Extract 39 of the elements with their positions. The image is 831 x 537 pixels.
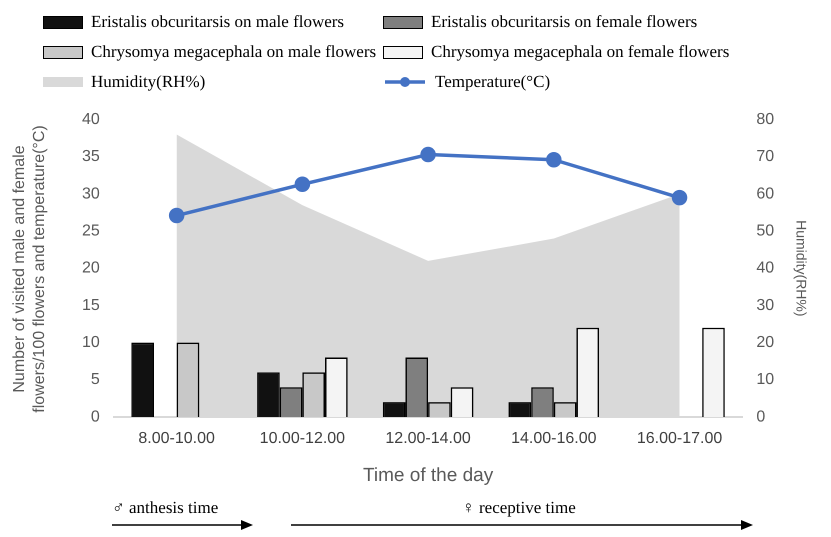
- point: [672, 190, 688, 206]
- y-axis-title: Number of visited male and female flowers/100 flowers and temperature(°C): [10, 124, 49, 415]
- y-tick-label: 0: [90, 408, 100, 426]
- point: [168, 208, 184, 224]
- legend-label: Eristalis obcuritarsis on male flowers: [91, 12, 344, 32]
- y2-tick-label: 30: [756, 296, 774, 314]
- y2-tick-label: 0: [756, 408, 766, 426]
- y-tick-label: 35: [82, 148, 100, 166]
- y-tick-label: 30: [82, 185, 100, 202]
- y2-tick-label: 70: [756, 148, 774, 166]
- text: ♂ anthesis time: [112, 498, 218, 518]
- y2-axis-title: Humidity(RH%): [794, 220, 810, 317]
- y-tick-label: 25: [82, 222, 100, 240]
- x-tick-label: 10.00-12.00: [260, 430, 346, 448]
- legend-label: Eristalis obcuritarsis on female flowers: [431, 12, 698, 32]
- x-tick-label: 16.00-17.00: [636, 430, 722, 448]
- y-tick-label: 10: [82, 334, 100, 352]
- x-tick-label: 8.00-10.00: [138, 430, 216, 448]
- y2-tick-label: 20: [756, 334, 774, 352]
- y-tick-label: 20: [82, 260, 100, 277]
- legend-label: Temperature(°C): [435, 72, 550, 92]
- y2-tick-label: 80: [756, 111, 774, 128]
- x-tick-label: 14.00-16.00: [511, 430, 597, 448]
- y-tick-label: 15: [82, 296, 100, 314]
- y-tick-label: 5: [90, 371, 100, 388]
- y2-tick-label: 60: [756, 185, 774, 202]
- text: ♀ receptive time: [462, 498, 576, 518]
- y2-tick-label: 50: [756, 222, 774, 240]
- legend-label: Chrysomya megacephala on female flowers: [431, 42, 730, 62]
- x-tick-label: 12.00-14.00: [385, 430, 471, 448]
- point: [546, 152, 562, 168]
- point: [294, 176, 310, 192]
- y2-tick-label: 10: [756, 371, 774, 388]
- y-tick-label: 40: [82, 111, 100, 128]
- legend-label: Chrysomya megacephala on male flowers: [91, 42, 376, 62]
- legend-label: Humidity(RH%): [91, 72, 206, 92]
- x-axis-title: Time of the day: [362, 464, 494, 486]
- point: [420, 146, 436, 162]
- y2-tick-label: 40: [756, 260, 774, 277]
